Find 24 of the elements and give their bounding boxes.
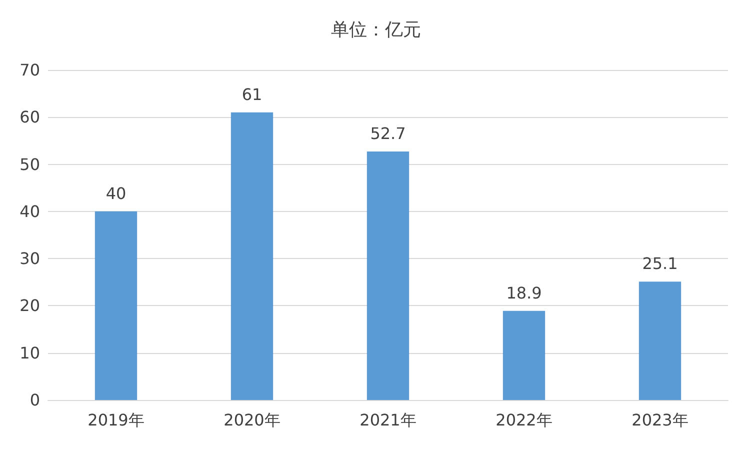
data-label: 18.9 [506, 283, 542, 302]
y-tick-label: 70 [20, 60, 40, 80]
x-tick-label: 2020年 [224, 410, 280, 430]
x-tick-label: 2019年 [88, 410, 144, 430]
data-label: 52.7 [370, 124, 406, 144]
bar [230, 112, 274, 400]
x-tick-label: 2022年 [496, 410, 552, 430]
y-tick-label: 20 [20, 296, 40, 316]
y-tick-label: 10 [20, 343, 40, 362]
x-tick-label: 2021年 [360, 410, 416, 430]
x-tick-label: 2023年 [632, 410, 688, 430]
bar [502, 310, 546, 400]
y-tick-label: 60 [20, 108, 40, 127]
bar [366, 152, 410, 400]
data-label: 61 [242, 84, 262, 104]
chart-title: 单位：亿元 [331, 20, 421, 40]
bar [638, 282, 682, 400]
y-tick-label: 50 [20, 154, 40, 174]
y-tick-label: 40 [20, 202, 40, 221]
y-tick-label: 0 [30, 390, 40, 410]
data-label: 25.1 [642, 254, 678, 274]
data-label: 40 [106, 184, 126, 203]
y-tick-label: 30 [20, 249, 40, 268]
bar [94, 211, 138, 400]
